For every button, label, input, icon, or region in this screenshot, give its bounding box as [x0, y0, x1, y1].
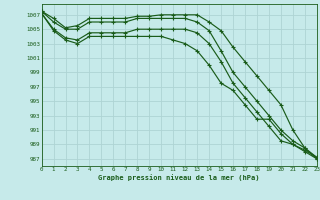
X-axis label: Graphe pression niveau de la mer (hPa): Graphe pression niveau de la mer (hPa) [99, 174, 260, 181]
